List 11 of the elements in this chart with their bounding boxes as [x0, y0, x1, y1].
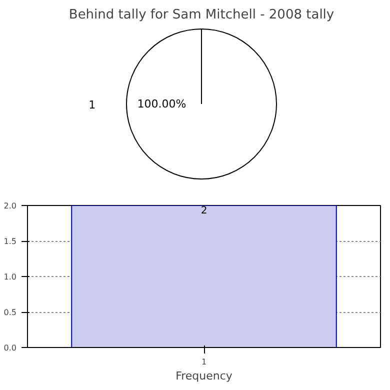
slice-label: 1 — [88, 98, 96, 112]
y-tick-label: 0.0 — [4, 344, 17, 352]
chart-title: Behind tally for Sam Mitchell - 2008 tally — [68, 8, 334, 22]
legend-label: 1 — [201, 358, 207, 366]
y-tick-label: 1.0 — [4, 272, 17, 282]
data-label: 2 — [200, 206, 208, 216]
data-label: 100.00% — [137, 98, 186, 110]
y-tick-label: 0.5 — [4, 308, 17, 317]
y-tick-label: 1.5 — [4, 237, 17, 246]
x-axis-title: Frequency — [176, 370, 233, 382]
y-tick-label: 2.0 — [4, 202, 17, 210]
